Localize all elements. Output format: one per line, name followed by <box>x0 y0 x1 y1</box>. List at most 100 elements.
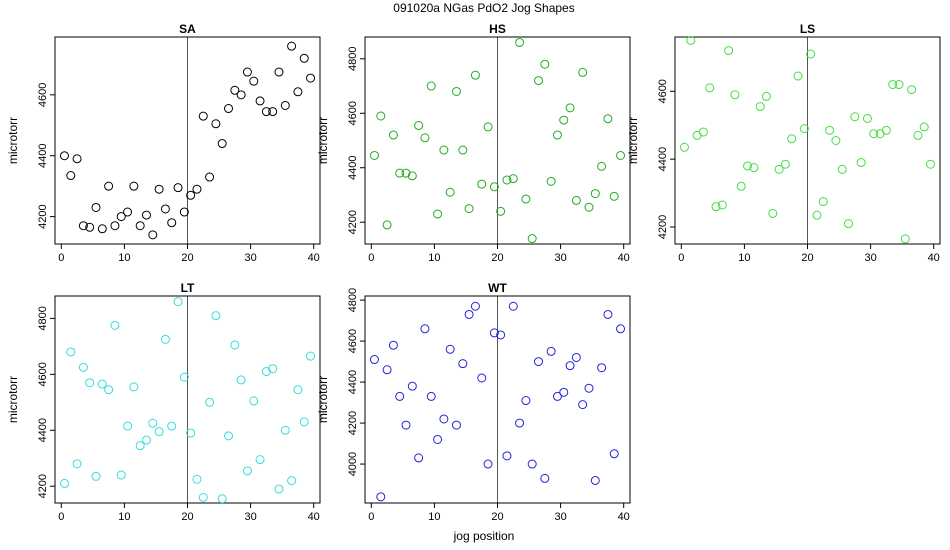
panel-hs-point <box>376 111 386 121</box>
panel-ls-point <box>761 91 771 101</box>
panel-lt-point <box>268 364 278 374</box>
panel-sa-point <box>141 210 151 220</box>
panel-hs-point <box>439 145 449 155</box>
panel-hs-y-tick-label: 4800 <box>347 47 359 71</box>
panel-hs-point <box>451 86 461 96</box>
panel-sa-point <box>173 183 183 193</box>
panel-wt-point <box>496 330 506 340</box>
panel-hs-point <box>552 130 562 140</box>
panel-hs-point <box>489 182 499 192</box>
panel-ls-point <box>755 102 765 112</box>
panel-lt-point <box>280 425 290 435</box>
panel-lt-point <box>217 494 227 504</box>
panel-hs-point <box>515 37 525 47</box>
panel-wt-point <box>414 453 424 463</box>
panel-wt-y-tick-label: 4000 <box>347 452 359 476</box>
panel-wt-point <box>464 309 474 319</box>
panel-wt-point <box>571 352 581 362</box>
panel-wt-point <box>401 420 411 430</box>
panel-ls-point <box>724 46 734 56</box>
panel-ls-point <box>743 161 753 171</box>
panel-lt-point <box>66 347 76 357</box>
panel-hs-point <box>483 122 493 132</box>
panel-lt-y-tick-label: 4200 <box>37 474 49 498</box>
panel-wt-point <box>477 373 487 383</box>
panel-sa-point <box>160 204 170 214</box>
panel-lt-point <box>116 470 126 480</box>
panel-wt-y-label: microtorr <box>316 376 330 423</box>
panel-sa-point <box>186 190 196 200</box>
panel-lt-point <box>230 340 240 350</box>
panel-lt: LT microtorr 0 10 20 30 40 4200 4400 4600 4800 <box>6 281 321 523</box>
panel-lt-point <box>173 297 183 307</box>
panel-sa-point <box>123 207 133 217</box>
panel-sa-point <box>179 207 189 217</box>
panel-sa-point <box>280 100 290 110</box>
panel-hs: HS microtorr 0 10 20 30 40 4200 4400 4600 4800 <box>316 22 631 264</box>
panel-hs-y-tick-label: 4200 <box>347 210 359 234</box>
panel-ls-title: LS <box>800 22 815 36</box>
panel-ls-point <box>844 219 854 229</box>
panel-hs-point <box>401 168 411 178</box>
panel-ls-point <box>881 125 891 135</box>
panel-ls-point <box>686 35 696 45</box>
panel-lt-point <box>141 435 151 445</box>
panel-sa-point <box>249 76 259 86</box>
panel-wt-point <box>527 459 537 469</box>
panel-lt-y-tick-label: 4600 <box>37 362 49 386</box>
panel-lt-point <box>205 397 215 407</box>
panel-hs-point <box>616 150 626 160</box>
panel-lt-point <box>135 441 145 451</box>
panel-wt-point <box>546 346 556 356</box>
panel-sa-x-tick-label: 30 <box>244 252 256 264</box>
panel-hs-point <box>388 130 398 140</box>
panel-ls-y-tick-label: 4600 <box>657 79 669 103</box>
panel-wt-point <box>382 365 392 375</box>
panel-sa-point <box>116 212 126 222</box>
panel-sa-point <box>135 221 145 231</box>
panel-ls-point <box>717 200 727 210</box>
panel-lt-point <box>97 379 107 389</box>
panel-hs-y-label: microtorr <box>316 117 330 164</box>
panel-lt-point <box>261 367 271 377</box>
panel-ls-point <box>806 49 816 59</box>
panel-ls-point <box>894 80 904 90</box>
panel-wt-point <box>609 449 619 459</box>
panel-sa-point <box>224 104 234 114</box>
panel-lt-point <box>192 474 202 484</box>
panel-sa-point <box>192 184 202 194</box>
panel-wt-x-tick-label: 0 <box>368 511 374 523</box>
panel-hs-point <box>597 161 607 171</box>
panel-ls-point <box>711 202 721 212</box>
panel-ls-point <box>812 210 822 220</box>
panel-sa-point <box>78 221 88 231</box>
panel-wt-point <box>508 301 518 311</box>
panel-hs-point <box>477 179 487 189</box>
panel-ls-point <box>698 127 708 137</box>
panel-wt-point <box>590 475 600 485</box>
panel-ls-point <box>831 136 841 145</box>
panel-hs-point <box>565 103 575 113</box>
panel-lt-x-tick-label: 0 <box>58 511 64 523</box>
panel-sa-point <box>306 73 316 83</box>
panel-ls-point <box>850 112 860 122</box>
panel-ls-x-tick-label: 40 <box>928 252 940 264</box>
panel-ls-point <box>749 163 759 173</box>
panel-ls-point <box>793 71 803 81</box>
panel-lt-x-tick-label: 10 <box>118 511 130 523</box>
panel-wt-y-tick-label: 4200 <box>347 411 359 435</box>
panel-lt-point <box>85 378 95 388</box>
panel-sa: SA microtorr 0 10 20 30 40 4200 4400 4600 <box>6 22 321 264</box>
panel-ls-x-tick-label: 20 <box>801 252 813 264</box>
panel-lt-point <box>274 484 284 494</box>
panel-lt-point <box>186 428 196 438</box>
panel-wt-point <box>540 473 550 483</box>
panel-lt-point <box>293 385 303 395</box>
panel-sa-point <box>287 41 297 51</box>
panel-sa-point <box>110 221 120 231</box>
panel-ls-point <box>913 130 923 140</box>
panel-wt-point <box>483 459 493 469</box>
panel-hs-point <box>395 168 405 178</box>
panel-hs-point <box>578 67 588 77</box>
